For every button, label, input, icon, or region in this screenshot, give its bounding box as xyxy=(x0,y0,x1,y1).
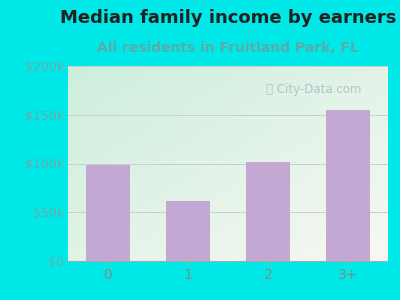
Bar xyxy=(86,165,130,261)
Text: Median family income by earners: Median family income by earners xyxy=(60,9,396,27)
Text: All residents in Fruitland Park, FL: All residents in Fruitland Park, FL xyxy=(97,40,359,55)
Text: ⓘ City-Data.com: ⓘ City-Data.com xyxy=(266,83,362,96)
Bar xyxy=(246,161,290,261)
Bar xyxy=(326,110,370,261)
Bar xyxy=(166,200,210,261)
